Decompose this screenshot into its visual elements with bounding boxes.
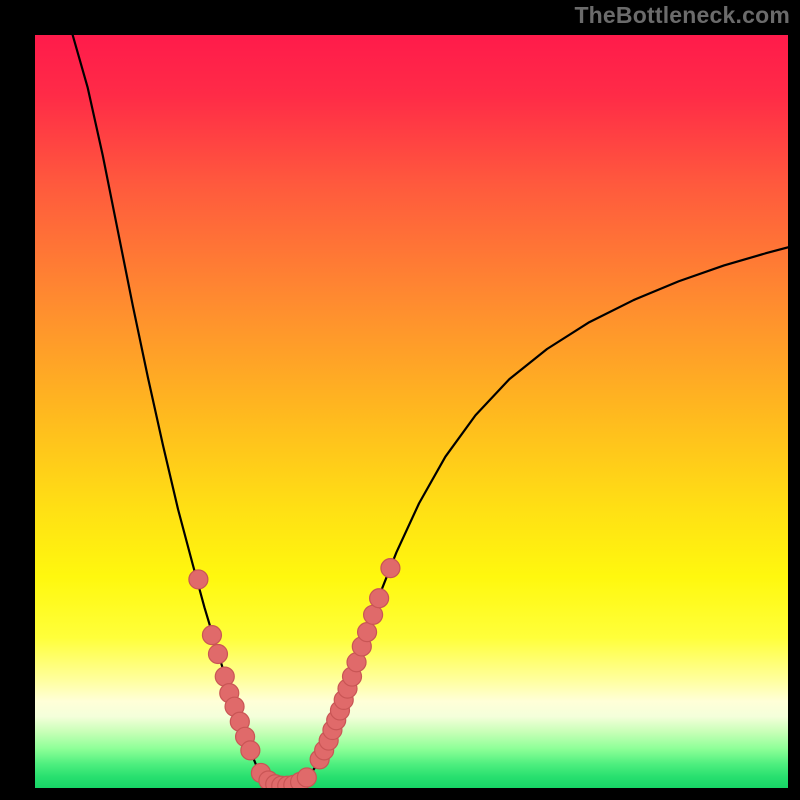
chart-frame: TheBottleneck.com [0, 0, 800, 800]
bottleneck-chart-svg [0, 0, 800, 800]
watermark-label: TheBottleneck.com [574, 2, 790, 29]
plot-background-gradient [35, 35, 788, 788]
curve-marker [381, 559, 400, 578]
curve-marker [241, 741, 260, 760]
curve-marker [215, 667, 234, 686]
curve-marker [202, 626, 221, 645]
curve-marker [189, 570, 208, 589]
curve-marker [358, 623, 377, 642]
curve-marker [208, 644, 227, 663]
curve-marker [370, 589, 389, 608]
curve-marker [297, 768, 316, 787]
